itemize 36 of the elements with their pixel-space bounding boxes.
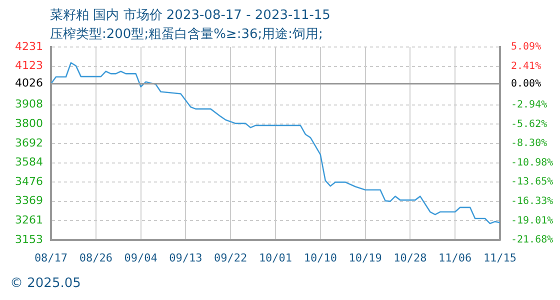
y2-tick-label: -5.62% [511,118,548,130]
y2-tick-label: 0.00% [511,78,542,90]
x-tick-label: 08/17 [34,251,68,264]
y2-tick-label: -19.01% [511,215,554,226]
x-tick-label: 09/04 [124,251,158,264]
y2-tick-label: 5.09% [511,42,542,53]
x-tick-label: 10/01 [258,251,292,264]
y-tick-label: 3369 [15,194,43,208]
y-tick-label: 3584 [15,156,43,169]
x-tick-label: 08/26 [79,251,112,264]
y-tick-label: 3261 [15,214,43,227]
y2-tick-label: -10.98% [511,157,554,168]
chart-subtitle: 压榨类型:200型;粗蛋白含量%≥:36;用途:饲用; [50,26,323,43]
y2-tick-label: -13.65% [511,176,554,188]
y-tick-label: 4231 [15,40,43,53]
y-tick-label: 3692 [15,136,43,150]
x-tick-label: 10/19 [348,251,382,264]
y-tick-label: 3908 [15,98,43,111]
y-tick-label: 4123 [15,59,43,72]
x-tick-label: 09/22 [214,251,248,264]
x-tick-label: 10/10 [304,251,337,264]
y-tick-label: 3800 [15,117,43,130]
y2-tick-label: -16.33% [511,196,554,208]
x-tick-label: 11/06 [438,251,472,264]
y2-tick-label: -8.30% [511,138,548,150]
y-tick-label: 3153 [15,232,43,246]
x-tick-label: 09/13 [169,251,202,264]
y2-tick-label: 2.41% [511,60,542,72]
x-tick-label: 11/15 [483,251,517,264]
y2-tick-label: -21.68% [511,234,554,246]
y-tick-label: 3476 [15,175,43,188]
x-tick-label: 10/28 [394,251,427,264]
chart-title: 菜籽粕 国内 市场价 2023-08-17 - 2023-11-15 [50,7,330,24]
text: © 2025.05 [10,276,81,291]
y-tick-label: 4026 [15,76,43,90]
y2-tick-label: -2.94% [511,99,548,110]
